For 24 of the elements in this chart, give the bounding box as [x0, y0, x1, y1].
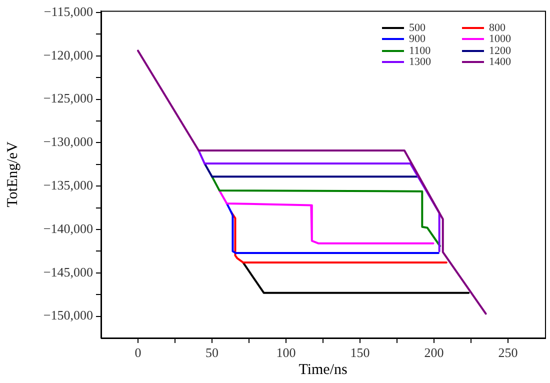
y-tick-label: −120,000	[43, 47, 93, 62]
y-tick-label: −150,000	[43, 308, 93, 323]
x-tick-label: 150	[350, 345, 370, 360]
y-tick-label: −135,000	[43, 178, 93, 193]
y-tick-label: −115,000	[44, 4, 93, 19]
y-tick-label: −145,000	[43, 264, 93, 280]
legend-label: 800	[489, 22, 506, 34]
legend-label: 900	[409, 33, 426, 46]
x-tick-label: 0	[134, 345, 142, 360]
legend-label: 1200	[489, 44, 511, 57]
x-axis-title: Time/ns	[298, 362, 348, 378]
legend-label: 1400	[489, 56, 511, 68]
y-axis-title: TotEng/eV	[4, 141, 21, 208]
legend-label: 1100	[409, 44, 431, 57]
x-tick-label: 50	[206, 345, 218, 360]
legend-label: 1300	[409, 56, 431, 68]
y-tick-label: −130,000	[43, 134, 93, 150]
legend-label: 1000	[489, 33, 511, 46]
x-tick-label: 200	[424, 345, 444, 360]
y-tick-label: −140,000	[43, 220, 93, 236]
x-tick-label: 100	[276, 345, 296, 360]
x-tick-label: 250	[498, 345, 518, 360]
y-tick-label: −125,000	[43, 90, 93, 106]
legend-label: 500	[409, 22, 426, 34]
